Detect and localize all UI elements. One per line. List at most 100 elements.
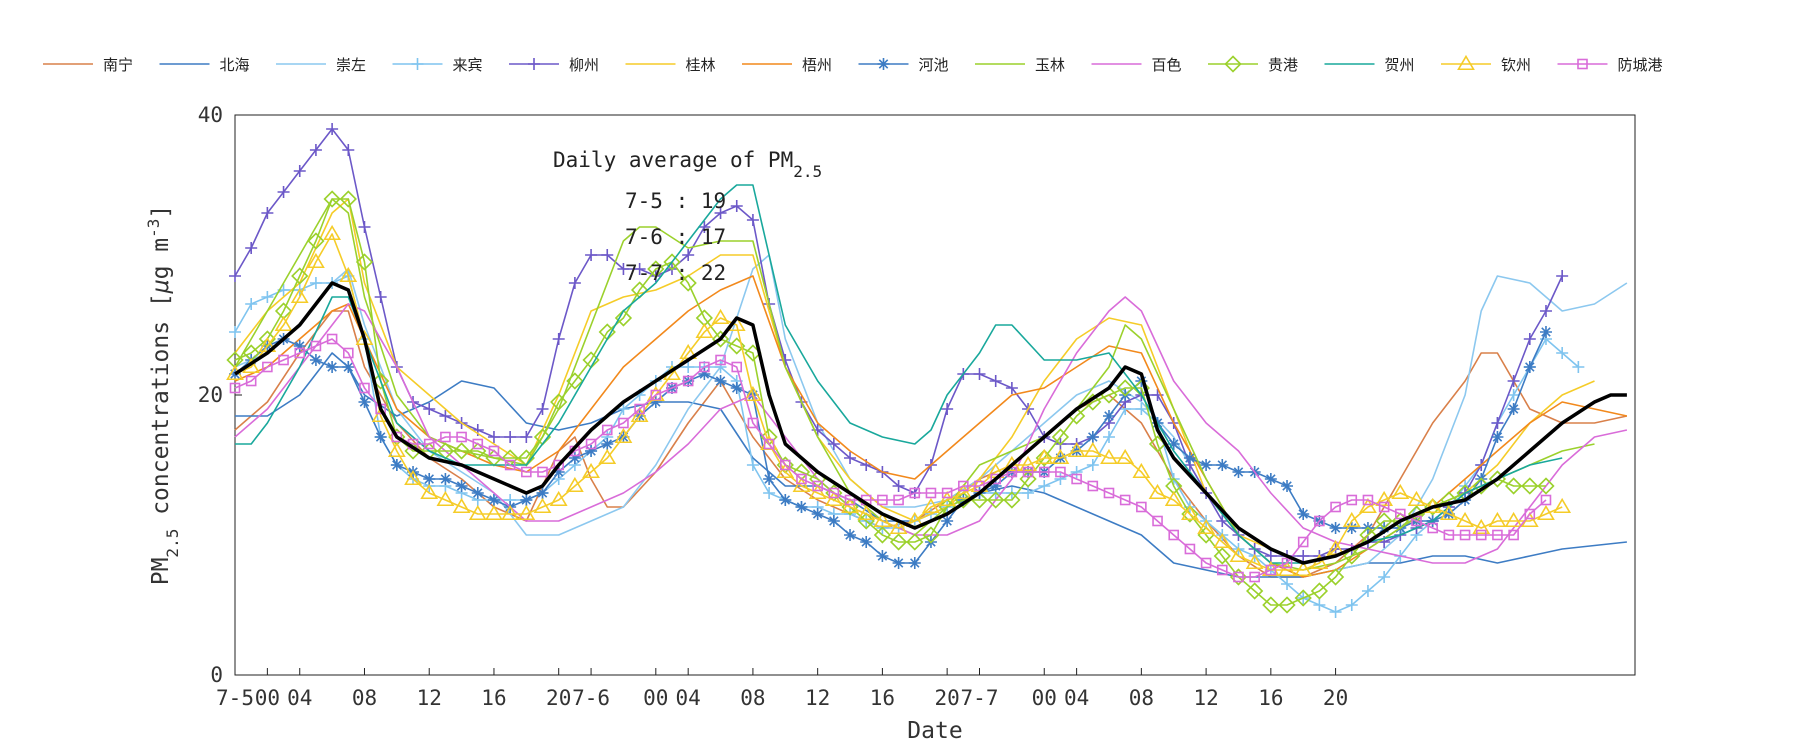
point-防城港-31 — [731, 361, 743, 373]
point-河池-22 — [585, 445, 598, 457]
x-tick-label-19: 16 — [1258, 686, 1283, 710]
legend-label-北海: 北海 — [220, 56, 250, 74]
x-tick-label-7: 7-6 — [572, 686, 610, 710]
point-防城港-16 — [488, 445, 500, 457]
series-line-桂林 — [234, 198, 1595, 564]
point-钦州-35 — [792, 476, 811, 493]
series-钦州 — [226, 224, 1572, 577]
point-防城港-56 — [1136, 501, 1147, 513]
point-来宾-51 — [1054, 473, 1067, 485]
x-tick-label-3: 08 — [352, 686, 377, 710]
point-贵港-79 — [1504, 477, 1523, 495]
point-防城港-19 — [537, 466, 548, 478]
point-防城港-13 — [440, 431, 451, 443]
x-tick-label-12: 16 — [870, 686, 895, 710]
point-钦州-49 — [1019, 455, 1037, 472]
point-贵港-81 — [1537, 477, 1555, 495]
point-河池-53 — [1086, 431, 1099, 443]
point-贵港-24 — [614, 309, 633, 327]
point-河池-29 — [698, 368, 711, 380]
point-来宾-56 — [1135, 403, 1148, 415]
y-axis-title-pm: PM — [148, 558, 174, 586]
point-防城港-53 — [1087, 480, 1099, 492]
point-河池-26 — [649, 396, 662, 408]
legend-marker-来宾 — [411, 58, 424, 70]
point-河池-36 — [811, 508, 824, 520]
series-梧州 — [234, 275, 1628, 578]
point-来宾-1 — [245, 298, 258, 310]
point-钦州-14 — [452, 497, 471, 514]
point-钦州-82 — [1553, 497, 1572, 514]
point-防城港-70 — [1362, 494, 1374, 506]
legend-label-柳州: 柳州 — [569, 56, 599, 74]
point-柳州-80 — [1523, 333, 1536, 345]
point-防城港-48 — [1006, 466, 1018, 478]
legend-label-玉林: 玉林 — [1035, 56, 1065, 74]
y-axis-title-unit: g m — [148, 238, 174, 280]
legend-marker-贵港 — [1224, 55, 1242, 73]
x-tick-label-9: 04 — [676, 686, 701, 710]
point-钦州-40 — [873, 511, 892, 528]
point-钦州-21 — [565, 476, 584, 493]
point-来宾-71 — [1378, 571, 1391, 583]
series-line-贵港 — [234, 198, 1546, 606]
point-防城港-75 — [1443, 529, 1455, 541]
point-贵港-51 — [1051, 428, 1070, 446]
point-防城港-73 — [1411, 515, 1422, 527]
legend-item-崇左: 崇左 — [276, 56, 366, 74]
point-河池-13 — [439, 473, 452, 485]
point-防城港-18 — [521, 466, 532, 478]
point-防城港-27 — [666, 382, 678, 394]
point-河池-12 — [423, 473, 436, 485]
point-防城港-10 — [391, 431, 403, 443]
legend-item-来宾: 来宾 — [392, 56, 483, 74]
point-防城港-20 — [553, 459, 564, 471]
point-防城港-38 — [844, 494, 856, 506]
x-tick-label-11: 12 — [805, 686, 830, 710]
point-来宾-5 — [309, 277, 322, 289]
point-防城港-35 — [796, 473, 807, 485]
point-防城港-81 — [1540, 494, 1552, 506]
point-来宾-68 — [1329, 606, 1342, 618]
point-贵港-14 — [452, 442, 471, 460]
point-钦州-81 — [1537, 504, 1555, 521]
legend-label-桂林: 桂林 — [686, 56, 716, 74]
point-钦州-6 — [323, 224, 342, 241]
point-贵港-41 — [889, 533, 908, 551]
point-钦州-69 — [1342, 511, 1361, 528]
point-防城港-17 — [504, 459, 516, 471]
point-河池-41 — [892, 557, 905, 569]
legend-item-钦州: 钦州 — [1441, 54, 1531, 74]
legend-label-贺州: 贺州 — [1385, 56, 1415, 74]
legend-label-崇左: 崇左 — [336, 56, 366, 74]
point-防城港-46 — [974, 480, 985, 492]
point-贵港-63 — [1246, 582, 1264, 600]
point-钦州-79 — [1504, 511, 1523, 528]
point-河池-16 — [487, 494, 500, 506]
point-防城港-0 — [229, 382, 241, 394]
point-河池-69 — [1345, 522, 1358, 534]
point-来宾-79 — [1507, 389, 1520, 401]
point-河池-10 — [390, 459, 403, 471]
annotation-line-7-5: 7-5 : 19 — [625, 189, 726, 213]
point-防城港-22 — [585, 438, 597, 450]
x-tick-label-16: 04 — [1064, 686, 1089, 710]
point-河池-44 — [941, 515, 954, 527]
point-贵港-64 — [1262, 596, 1280, 614]
point-河池-78 — [1491, 431, 1504, 443]
point-河池-60 — [1200, 459, 1213, 471]
legend-item-桂林: 桂林 — [625, 56, 716, 74]
point-河池-30 — [714, 375, 727, 387]
point-柳州-46 — [973, 368, 986, 380]
point-河池-81 — [1539, 326, 1552, 338]
point-来宾-2 — [261, 291, 274, 303]
point-防城港-40 — [877, 494, 888, 506]
point-柳州-82 — [1556, 270, 1569, 282]
y-tick-label-2: 40 — [198, 103, 223, 127]
point-贵港-26 — [647, 260, 665, 278]
point-钦州-4 — [290, 287, 309, 304]
point-防城港-4 — [294, 347, 306, 359]
point-河池-80 — [1523, 361, 1536, 373]
point-柳州-16 — [487, 431, 500, 443]
point-柳州-22 — [585, 249, 598, 261]
